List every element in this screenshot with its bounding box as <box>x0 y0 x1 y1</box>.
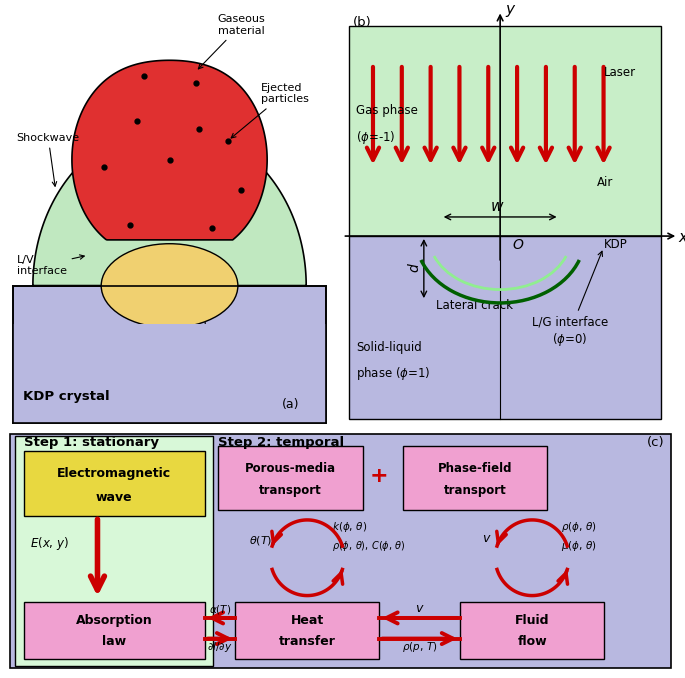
Polygon shape <box>124 255 215 285</box>
Text: $x$: $x$ <box>678 230 685 245</box>
Text: $d$: $d$ <box>407 262 422 273</box>
Text: Absorption: Absorption <box>76 614 153 626</box>
Text: $\alpha(T)$: $\alpha(T)$ <box>209 603 231 616</box>
Text: wave: wave <box>96 491 133 504</box>
FancyBboxPatch shape <box>349 26 661 236</box>
Text: $\theta(T)$: $\theta(T)$ <box>249 534 272 548</box>
Text: +: + <box>370 466 388 486</box>
Text: $O$: $O$ <box>512 239 524 252</box>
Text: Step 1: stationary: Step 1: stationary <box>23 436 159 449</box>
Text: Step 2: temporal: Step 2: temporal <box>219 436 345 449</box>
Text: Fluid: Fluid <box>515 614 549 626</box>
Text: $\rho(\phi,\, \theta)$: $\rho(\phi,\, \theta)$ <box>560 520 597 534</box>
Text: phase ($\phi$=1): phase ($\phi$=1) <box>356 365 430 382</box>
Text: transport: transport <box>259 484 322 497</box>
Text: Gas phase: Gas phase <box>356 104 418 117</box>
Text: Lateral crack: Lateral crack <box>436 299 513 312</box>
Text: KDP: KDP <box>603 237 627 251</box>
FancyBboxPatch shape <box>14 324 325 423</box>
Text: ($\phi$=-1): ($\phi$=-1) <box>356 129 395 146</box>
Text: $y$: $y$ <box>506 3 516 20</box>
FancyBboxPatch shape <box>23 603 205 659</box>
Text: (a): (a) <box>282 398 300 411</box>
Text: $\rho(\phi,\, \theta),\, C(\phi,\, \theta)$: $\rho(\phi,\, \theta),\, C(\phi,\, \thet… <box>332 539 406 553</box>
FancyBboxPatch shape <box>403 446 547 510</box>
Text: Gaseous
material: Gaseous material <box>199 14 265 69</box>
Text: Heat: Heat <box>290 614 324 626</box>
Text: S/L interface: S/L interface <box>173 298 244 360</box>
FancyBboxPatch shape <box>460 603 604 659</box>
Text: (c): (c) <box>647 436 664 449</box>
Text: $\mu(\phi,\, \theta)$: $\mu(\phi,\, \theta)$ <box>560 539 597 553</box>
Text: $k(\phi,\, \theta)$: $k(\phi,\, \theta)$ <box>332 520 368 534</box>
Text: Shockwave: Shockwave <box>16 132 79 186</box>
Text: law: law <box>102 635 126 648</box>
FancyBboxPatch shape <box>235 603 379 659</box>
FancyBboxPatch shape <box>15 436 213 666</box>
Text: (b): (b) <box>353 16 371 29</box>
Text: L/V
interface: L/V interface <box>16 255 84 276</box>
Text: $\partial I/\partial y$: $\partial I/\partial y$ <box>208 640 233 654</box>
FancyBboxPatch shape <box>349 236 661 420</box>
Text: Porous-media: Porous-media <box>245 462 336 475</box>
FancyBboxPatch shape <box>23 451 205 517</box>
FancyBboxPatch shape <box>14 285 325 423</box>
Text: $w$: $w$ <box>490 199 504 214</box>
Text: flow: flow <box>517 635 547 648</box>
FancyBboxPatch shape <box>219 446 362 510</box>
Ellipse shape <box>101 243 238 327</box>
Text: $v$: $v$ <box>415 602 425 615</box>
Text: L/G interface
($\phi$=0): L/G interface ($\phi$=0) <box>532 252 608 348</box>
Polygon shape <box>72 60 267 240</box>
Text: Electromagnetic: Electromagnetic <box>57 467 171 480</box>
Text: Phase-field: Phase-field <box>438 462 512 475</box>
FancyBboxPatch shape <box>10 434 671 668</box>
Text: transfer: transfer <box>279 635 336 648</box>
Text: $v$: $v$ <box>482 532 492 545</box>
Text: Laser: Laser <box>603 66 636 79</box>
Polygon shape <box>33 125 306 285</box>
Text: Air: Air <box>597 176 613 189</box>
Text: $E(x,\, y)$: $E(x,\, y)$ <box>30 536 70 553</box>
Text: Ejected
particles: Ejected particles <box>232 83 308 138</box>
Text: KDP crystal: KDP crystal <box>23 391 110 403</box>
Text: transport: transport <box>444 484 506 497</box>
Text: $\rho(p,\, T)$: $\rho(p,\, T)$ <box>402 640 438 654</box>
Text: Solid-liquid: Solid-liquid <box>356 341 422 354</box>
